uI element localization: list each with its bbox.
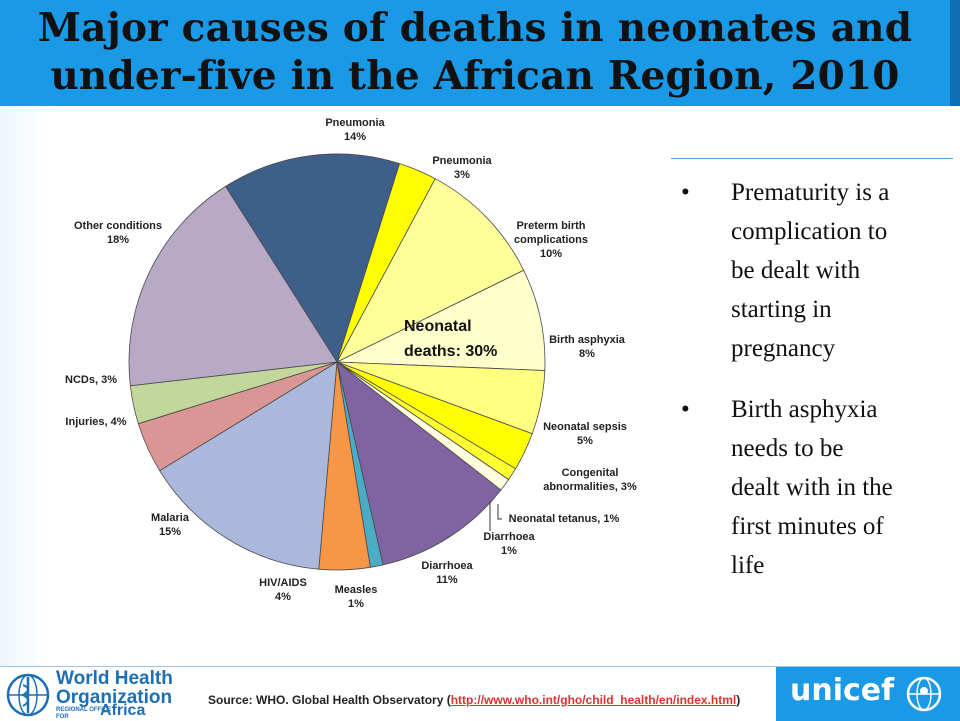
unicef-wordmark: unicef — [790, 673, 895, 708]
pie-label: Diarrhoea — [421, 560, 473, 572]
who-logo-text: World Health Organization REGIONAL OFFIC… — [56, 668, 173, 720]
bullet-item-birth-asphyxia: • Birth asphyxia needs to be dealt with … — [671, 390, 953, 585]
pie-label: Pneumonia — [325, 117, 385, 129]
pie-label: Malaria — [151, 512, 190, 524]
bullet-line: Birth asphyxia — [731, 396, 878, 423]
pie-label: 1% — [348, 598, 364, 610]
pie-slice-other-conditions — [128, 185, 338, 387]
center-label-line-2: deaths: 30% — [404, 343, 497, 360]
who-name-line-1: World Health — [56, 668, 173, 689]
bullet-symbol: • — [681, 179, 690, 206]
pie-label: Injuries, 4% — [65, 416, 126, 428]
bullet-line: complication to — [731, 218, 888, 245]
pie-label: Congenital — [562, 467, 619, 479]
who-region: Africa — [100, 702, 146, 719]
pie-label: Neonatal tetanus, 1% — [509, 513, 620, 525]
center-label-line-1: Neonatal — [404, 318, 472, 335]
pie-slice-malaria — [159, 361, 338, 570]
unicef-logo: unicef — [776, 667, 960, 721]
pie-label: Other conditions — [74, 220, 162, 232]
pie-label: NCDs, 3% — [65, 374, 117, 386]
pie-slice-pneumonia — [224, 153, 401, 363]
pie-label: HIV/AIDS — [259, 577, 307, 589]
bullet-line: dealt with in the — [731, 474, 893, 501]
left-decorative-strip — [0, 106, 52, 666]
who-region-small: REGIONAL OFFICE FOR — [56, 707, 112, 720]
pie-label: Preterm birth — [516, 220, 585, 232]
bullet-line: needs to be — [731, 435, 844, 462]
pie-slice-preterm-birth-complications — [336, 178, 525, 363]
title-line-2: under-five in the African Region, 2010 — [50, 53, 900, 99]
pie-label: complications — [514, 234, 588, 246]
pie-label: 10% — [540, 248, 562, 260]
pie-label: 18% — [107, 234, 129, 246]
notes-panel: • Prematurity is a complication to be de… — [671, 158, 953, 607]
page-title: Major causes of deaths in neonates and u… — [0, 0, 950, 100]
title-line-1: Major causes of deaths in neonates and — [37, 5, 913, 51]
pie-chart: Pneumonia 14% Pneumonia 3% Preterm birth comp… — [65, 117, 637, 610]
pie-center-label: Neonatal deaths: 30% — [404, 318, 497, 360]
pie-label: 5% — [577, 435, 593, 447]
title-bar: Major causes of deaths in neonates and u… — [0, 0, 960, 106]
pie-label: 8% — [579, 348, 595, 360]
pie-label: Neonatal sepsis — [543, 421, 627, 433]
pie-label: abnormalities, 3% — [543, 481, 637, 493]
bullet-item-prematurity: • Prematurity is a complication to be de… — [671, 173, 953, 368]
pie-label: 11% — [436, 574, 458, 586]
pie-slice-birth-asphyxia — [336, 269, 546, 371]
pie-leader-line — [497, 504, 502, 520]
footer: World Health Organization REGIONAL OFFIC… — [0, 666, 960, 721]
pie-label: Diarrhoea — [483, 531, 535, 543]
pie-slice-diarrhoea — [336, 360, 502, 566]
pie-label: Measles — [335, 584, 378, 596]
bullet-line: starting in — [731, 296, 832, 323]
who-emblem-icon — [6, 673, 50, 717]
pie-label: 4% — [275, 591, 291, 603]
pie-slices — [128, 153, 546, 571]
pie-labels: Pneumonia 14% Pneumonia 3% Preterm birth comp… — [65, 117, 637, 610]
source-prefix: Source: WHO. Global Health Observatory ( — [208, 693, 451, 707]
bullet-line: life — [731, 552, 765, 579]
pie-label: 14% — [344, 131, 366, 143]
pie-label: Birth asphyxia — [549, 334, 626, 346]
bullet-symbol: • — [681, 396, 690, 423]
bullet-list: • Prematurity is a complication to be de… — [671, 159, 953, 585]
source-link[interactable]: http://www.who.int/gho/child_health/en/i… — [450, 693, 737, 707]
source-suffix: ) — [736, 693, 741, 707]
bullet-line: pregnancy — [731, 335, 836, 362]
pie-label: Pneumonia — [432, 155, 492, 167]
source-citation: Source: WHO. Global Health Observatory (… — [208, 693, 740, 707]
bullet-line: Prematurity is a — [731, 179, 890, 206]
pie-label: 1% — [501, 545, 517, 557]
bullet-line: first minutes of — [731, 513, 884, 540]
bullet-line: be dealt with — [731, 257, 861, 284]
pie-label: 15% — [159, 526, 181, 538]
pie-label: 3% — [454, 169, 470, 181]
who-name-line-2: Organization — [56, 687, 173, 708]
unicef-globe-icon — [906, 676, 942, 712]
